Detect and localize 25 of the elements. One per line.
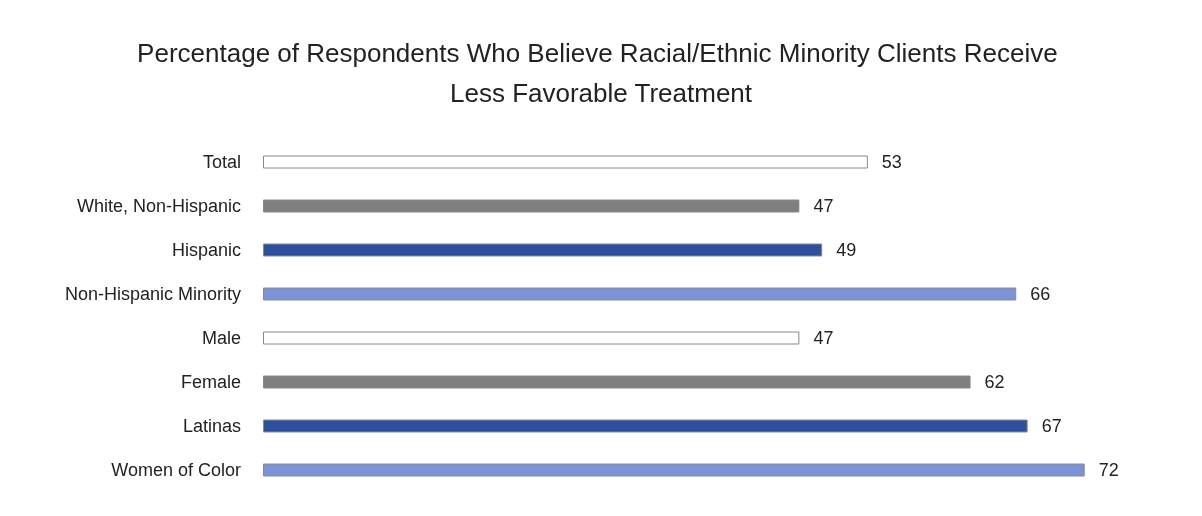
bar [263, 375, 971, 389]
y-tick-label: Male [201, 328, 241, 348]
data-label: 47 [813, 328, 834, 348]
bar [263, 331, 800, 345]
data-label: 47 [813, 196, 834, 216]
y-tick-label: Non-Hispanic Minority [64, 284, 241, 304]
data-label: 53 [881, 152, 902, 172]
y-tick-label: Latinas [182, 416, 241, 436]
data-label: 49 [836, 240, 857, 260]
y-tick-label: Women of Color [111, 460, 241, 480]
bar [263, 199, 800, 213]
y-tick-label: Total [202, 152, 241, 172]
y-tick-label: Hispanic [171, 240, 241, 260]
bar [263, 287, 1017, 301]
bar [263, 243, 823, 257]
bar [263, 463, 1085, 477]
y-tick-label: Female [180, 372, 241, 392]
bar [263, 155, 868, 169]
y-tick-label: White, Non-Hispanic [76, 196, 241, 216]
bar [263, 419, 1028, 433]
chart-title: Percentage of Respondents Who Believe Racial/Ethnic Minority Clients Receive Less Favorable Treatment [137, 38, 1065, 108]
data-label: 67 [1041, 416, 1062, 436]
data-label: 62 [984, 372, 1005, 392]
data-label: 66 [1030, 284, 1051, 304]
data-label: 72 [1098, 460, 1119, 480]
